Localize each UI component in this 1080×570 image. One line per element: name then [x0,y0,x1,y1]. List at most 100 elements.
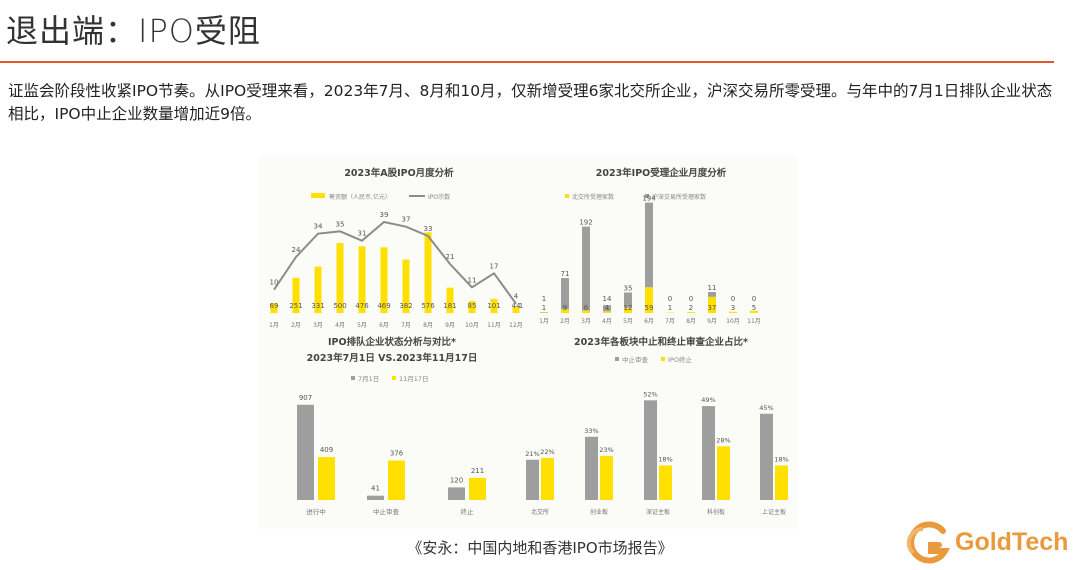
chart1-tick-label: 10月 [465,322,479,329]
chart1-bar-label: 382 [399,302,412,310]
chart4-bar-suspend-label: 52% [643,390,657,398]
chart4-legend-suspend-label: 中止审查 [622,355,649,364]
chart4-bar-terminate-label: 28% [716,436,730,444]
chart1-legend-bar-label: 筹资额（人民币,亿元） [329,193,391,201]
chart1-extra-label: 1 [519,302,523,310]
chart3-tick-label: 终止 [461,507,475,516]
chart1-bar-label: 85 [468,302,477,310]
chart2-hs-label: 35 [624,284,633,292]
chart2-bar-beijing [603,311,611,313]
chart2-legend-beijing-swatch [565,194,569,198]
chart1-tick-label: 2月 [291,322,301,329]
chart2-beijing-label: 4 [605,304,610,312]
chart2-beijing-label: 6 [584,304,589,312]
chart4-bar-suspend-label: 45% [759,404,773,412]
chart3-bar-jul [367,495,384,500]
chart2-hs-label: 0 [731,295,735,303]
chart1-bar [358,246,366,313]
chart1-legend-bar-swatch [311,193,325,198]
chart1-legend-line-label: IPO宗数 [428,193,450,201]
chart2-bar-beijing [729,311,737,313]
chart2-hs-label: 11 [708,284,717,292]
chart3-legend-jul-label: 7月1日 [358,375,379,383]
chart1-bar [314,266,322,313]
chart2-bar-beijing [750,310,758,313]
chart1-line-label: 10 [270,279,279,287]
chart3-tick-label: 进行中 [306,507,326,516]
chart4-bar-terminate-label: 22% [540,448,554,456]
chart4-bar-terminate [659,465,672,500]
chart1-bar [424,232,432,313]
chart4-bar-terminate-label: 18% [658,456,672,464]
chart1-bar [512,306,520,313]
logo-text: GoldTech [955,528,1069,556]
chart2-tick-label: 7月 [665,318,675,325]
chart2-hs-label: 14 [603,295,612,303]
chart4-tick-label: 上证主板 [762,508,786,516]
chart2-beijing-label: 59 [645,304,654,312]
chart4-bar-suspend [702,406,715,500]
chart3-bar-nov [318,457,335,500]
chart1-bar [402,259,410,313]
chart1-line-label: 11 [468,276,477,284]
source-caption: 《安永：中国内地和香港IPO市场报告》 [407,539,673,557]
chart2-beijing-label: 3 [731,304,735,312]
chart2-beijing-label: 1 [668,304,672,312]
chart-figure: 2023年A股IPO月度分析 筹资额（人民币,亿元） IPO宗数 69 1月 251 2月 3… [259,155,797,529]
chart2-bar-beijing [708,296,716,313]
chart1-bar-label: 181 [443,302,456,310]
chart4-bar-terminate-label: 18% [774,456,788,464]
chart3-bar-jul [448,487,465,500]
chart2-beijing-label: 5 [752,304,756,312]
chart2-tick-label: 2月 [560,318,570,325]
chart2-hs-label: 194 [642,195,656,203]
chart1-bar-label: 44 [512,302,521,310]
chart4-bar-suspend-label: 49% [701,396,715,404]
chart2-bar-beijing [645,287,653,313]
chart4-bar-suspend [526,459,539,500]
chart2-bar-hs [624,292,632,308]
chart1-line-label: 33 [424,225,433,233]
chart2-legend-beijing-label: 北交所受理家数 [572,193,614,201]
chart2-bar-hs [603,305,611,312]
chart2-tick-label: 10月 [726,318,740,325]
chart2-beijing-label: 1 [542,304,546,312]
chart3-title: IPO排队企业状态分析与对比* [328,336,456,348]
chart1-line-label: 37 [402,216,411,224]
chart2-tick-label: 9月 [707,318,717,325]
chart3-bar-nov [469,477,486,500]
chart4-legend-terminate-label: IPO终止 [668,355,692,364]
chart4-tick-label: 北交所 [531,508,549,516]
chart1-tick-label: 6月 [379,322,389,329]
chart2-bar-beijing [687,312,695,313]
chart2-hs-label: 0 [668,295,672,303]
chart4-bar-suspend-label: 21% [525,450,539,458]
chart2-hs-label: 0 [689,295,693,303]
chart1-bar [336,243,344,313]
goldtech-logo: GoldTech [903,521,1073,565]
chart3-legend-nov-label: 11月17日 [399,375,429,383]
chart3-bar-nov-label: 409 [320,446,333,454]
chart4-bar-terminate-label: 23% [599,446,613,454]
chart1-bar [446,287,454,313]
chart1-line-label: 35 [336,220,345,228]
chart1-tick-label: 7月 [401,322,411,329]
chart1-tick-label: 1月 [269,322,279,329]
chart1-line-label: 17 [490,262,499,270]
chart1-tick-label: 12月 [509,322,523,329]
chart2-hs-label: 192 [579,219,592,227]
chart3-bar-jul [297,404,314,500]
chart3-bar-nov [388,460,405,500]
chart1-bar [380,247,388,313]
chart4-bar-suspend [644,400,657,500]
chart3-legend-jul-swatch [351,376,355,380]
chart1-bar [490,298,498,313]
chart2-bar-hs [561,278,569,310]
chart1-series-line [273,220,517,305]
chart3-subtitle: 2023年7月1日 VS.2023年11月17日 [307,352,478,364]
chart4-legend-suspend-swatch [615,357,619,361]
chart1-bar [468,301,476,313]
chart1-tick-label: 5月 [357,322,367,329]
chart2-beijing-label: 9 [563,304,567,312]
